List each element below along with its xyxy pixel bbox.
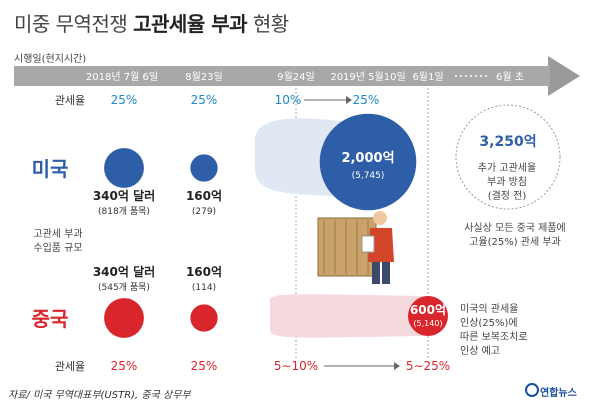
usa-amount-1: 160억 [186,189,222,203]
china-amount-1: 160억 [186,265,222,279]
title-light: 미중 무역전쟁 [14,12,128,36]
usa-tariff-2: 10% [275,93,302,107]
timeline-band [14,66,550,86]
usa-future-note: 추가 고관세율 부과 방침 (결정 전) [477,163,537,202]
timeline-label: 시행일(현지시간) [14,53,86,65]
import-scale-label: 고관세 부과 수입품 규모 [33,229,83,254]
usa-tariff-0: 25% [111,93,138,107]
china-label: 중국 [32,307,69,331]
china-items-0: (545개 품목) [98,282,150,293]
brand-logo: 연합뉴스 [540,388,577,399]
china-tariff-2: 5∼10% [274,359,318,373]
timeline-date-0: 2018년 7월 6일 [86,71,158,83]
worker-leg-l [372,262,380,284]
usa-future-amount: 3,250억 [479,134,536,150]
china-amount-0: 340억 달러 [93,264,155,279]
usa-items-1: (279) [192,207,216,217]
china-retaliation-note: 미국의 관세율 인상(25%)에 따른 보복조치로 인상 예고 [460,304,528,357]
chart-title: 미중 무역전쟁 고관세율 부과 현황 [14,8,289,37]
usa-tariff-3: 25% [353,93,380,107]
china-items-1: (114) [192,283,216,293]
timeline-date-1: 8월23일 [185,71,223,83]
usa-bubble-0 [104,148,144,188]
timeline-date-2: 9월24일 [277,71,315,83]
usa-future-note2: 사실상 모든 중국 제품에 고율(25%) 관세 부과 [464,223,566,248]
china-bubble-2 [408,296,448,336]
timeline-date-3: 2019년 5월10일 [330,71,405,83]
china-tariff-1: 25% [191,359,218,373]
china-bubble-0 [104,298,144,338]
china-growth-blob [270,294,430,338]
tariff-bottom-label: 관세율 [55,360,85,373]
source-note: 자료/ 미국 무역대표부(USTR), 중국 상무부 [8,390,191,401]
usa-future-circle [455,104,561,210]
tariff-top-label: 관세율 [55,94,85,107]
worker-leg-r [382,262,390,284]
usa-bubble-1 [190,154,218,182]
title-tail: 현황 [252,12,289,36]
usa-amount-0: 340억 달러 [93,188,155,203]
title-bold: 고관세율 부과 [133,12,247,36]
usa-items-0: (818개 품목) [98,206,150,217]
timeline-date-4: 6월1일 [412,71,443,83]
usa-label: 미국 [32,157,69,181]
china-items-2: (5,140) [413,319,442,328]
worker-head [373,211,387,225]
brand-icon [525,383,539,397]
worker-clipboard [361,235,375,253]
china-amount-2: 600억 [410,303,446,317]
usa-amount-2: 2,000억 [341,151,394,166]
china-bubble-1 [190,304,218,332]
china-tariff-3: 5∼25% [406,359,450,373]
usa-bubble-2 [319,113,417,211]
usa-tariff-1: 25% [191,93,218,107]
usa-items-2: (5,745) [352,171,385,181]
usa-tariff-arrow-head [346,96,352,104]
china-tariff-arrow-head [394,362,400,370]
china-tariff-0: 25% [111,359,138,373]
timeline-date-5: 6월 초 [496,71,524,83]
